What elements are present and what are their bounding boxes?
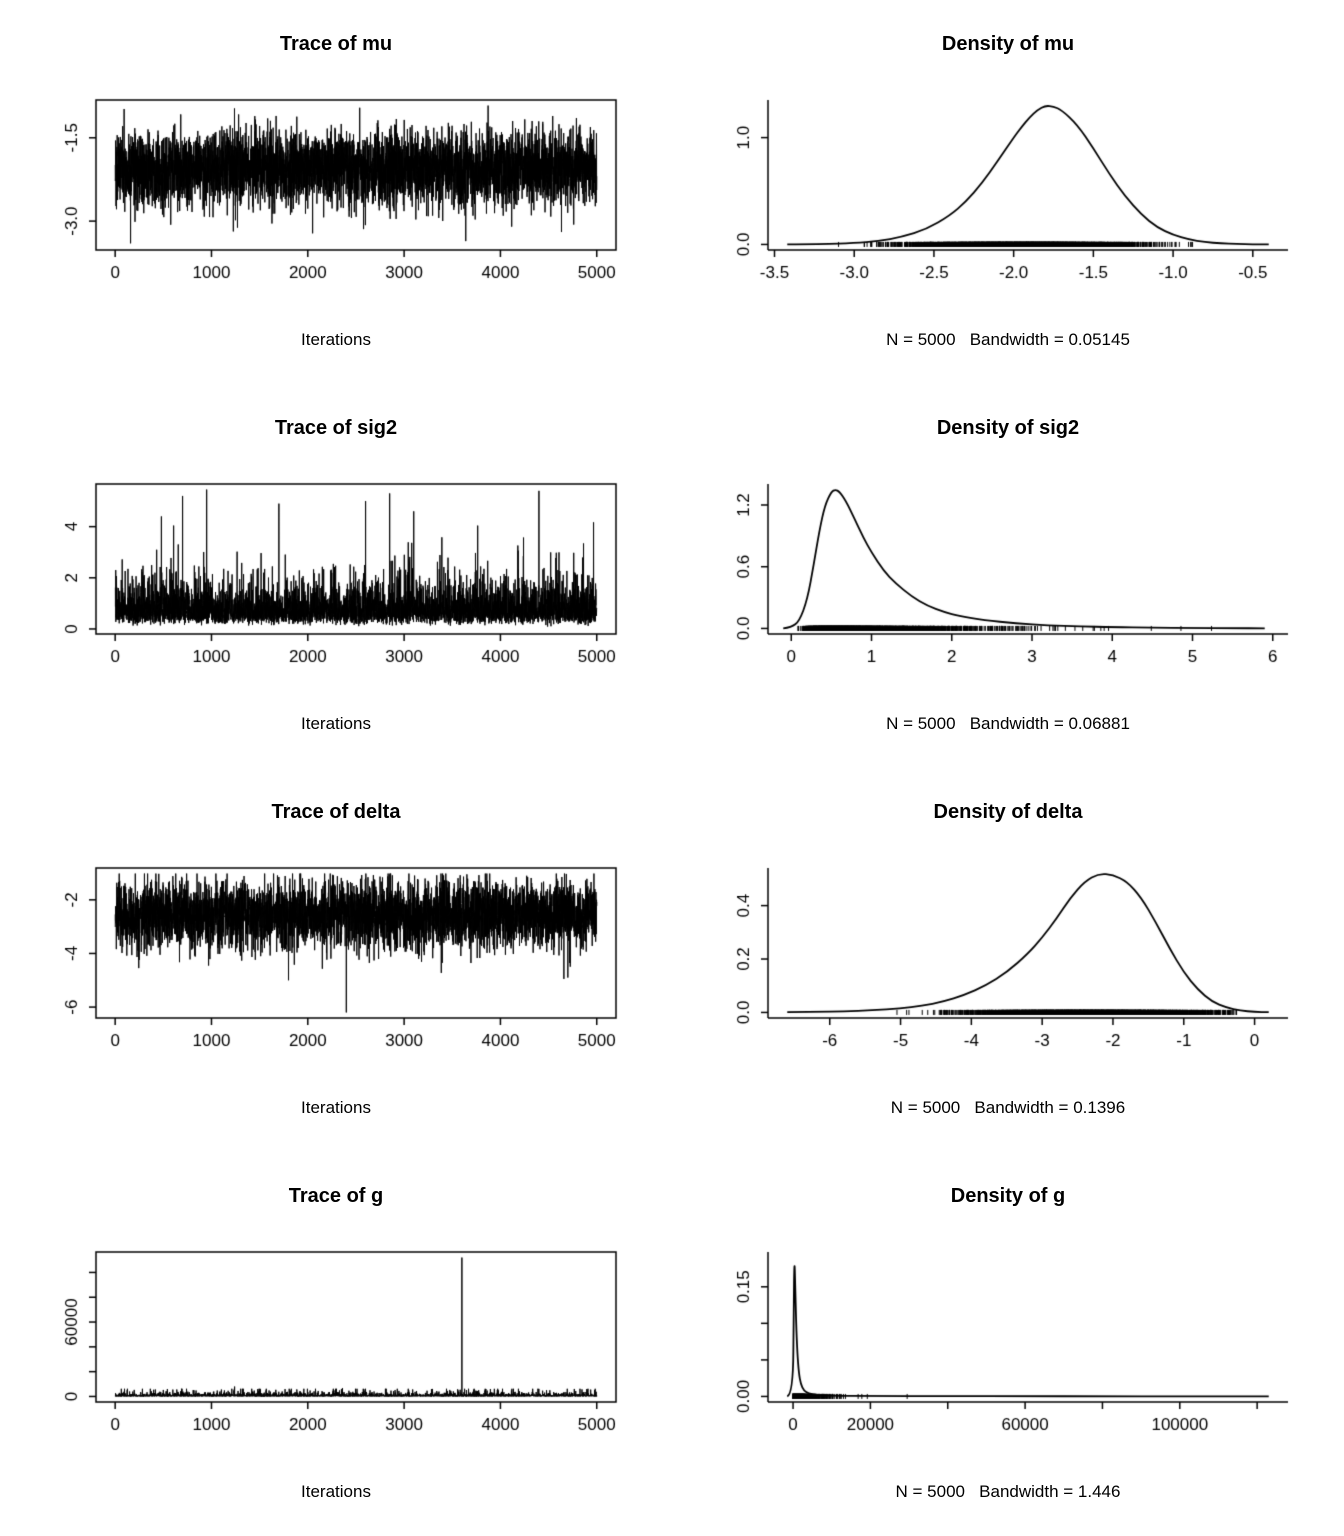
trace-sig2-plot — [0, 454, 672, 694]
chart-title-trace-g: Trace of g — [288, 1185, 384, 1207]
x-axis-label-trace-mu: Iterations — [301, 330, 371, 349]
trace-g-plot — [0, 1222, 672, 1462]
chart-title-density-sig2: Density of sig2 — [936, 417, 1080, 439]
bandwidth-label-density-g: N = 5000 Bandwidth = 1.446 — [895, 1482, 1121, 1501]
chart-title-density-delta: Density of delta — [933, 801, 1083, 823]
trace-delta-plot — [0, 838, 672, 1078]
x-axis-label-trace-delta: Iterations — [301, 1098, 371, 1117]
panel-trace-g: Trace of g Iterations — [0, 1152, 672, 1536]
x-axis-label-trace-g: Iterations — [301, 1482, 371, 1501]
bandwidth-label-density-sig2: N = 5000 Bandwidth = 0.06881 — [886, 714, 1130, 733]
bandwidth-label-density-delta: N = 5000 Bandwidth = 0.1396 — [890, 1098, 1126, 1117]
panel-density-mu: Density of mu N = 5000 Bandwidth = 0.051… — [672, 0, 1344, 384]
density-g-plot — [672, 1222, 1344, 1462]
density-sig2-plot — [672, 454, 1344, 694]
density-mu-plot — [672, 70, 1344, 310]
panel-trace-delta: Trace of delta Iterations — [0, 768, 672, 1152]
panel-trace-sig2: Trace of sig2 Iterations — [0, 384, 672, 768]
panel-trace-mu: Trace of mu Iterations — [0, 0, 672, 384]
chart-title-trace-sig2: Trace of sig2 — [274, 417, 398, 439]
trace-mu-plot — [0, 70, 672, 310]
chart-title-density-mu: Density of mu — [941, 33, 1075, 55]
x-axis-label-trace-sig2: Iterations — [301, 714, 371, 733]
chart-title-trace-delta: Trace of delta — [271, 801, 401, 823]
density-delta-plot — [672, 838, 1344, 1078]
chart-title-density-g: Density of g — [950, 1185, 1066, 1207]
panel-density-delta: Density of delta N = 5000 Bandwidth = 0.… — [672, 768, 1344, 1152]
chart-title-trace-mu: Trace of mu — [279, 33, 393, 55]
panel-density-g: Density of g N = 5000 Bandwidth = 1.446 — [672, 1152, 1344, 1536]
panel-density-sig2: Density of sig2 N = 5000 Bandwidth = 0.0… — [672, 384, 1344, 768]
bandwidth-label-density-mu: N = 5000 Bandwidth = 0.05145 — [886, 330, 1130, 349]
